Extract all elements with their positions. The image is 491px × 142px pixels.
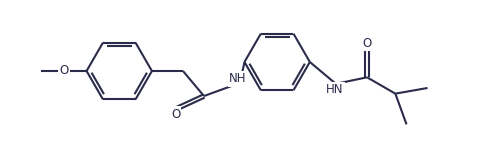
Text: O: O [59, 64, 68, 78]
Text: NH: NH [229, 72, 246, 85]
Text: O: O [171, 107, 180, 121]
Text: HN: HN [326, 83, 344, 96]
Text: O: O [362, 37, 372, 50]
